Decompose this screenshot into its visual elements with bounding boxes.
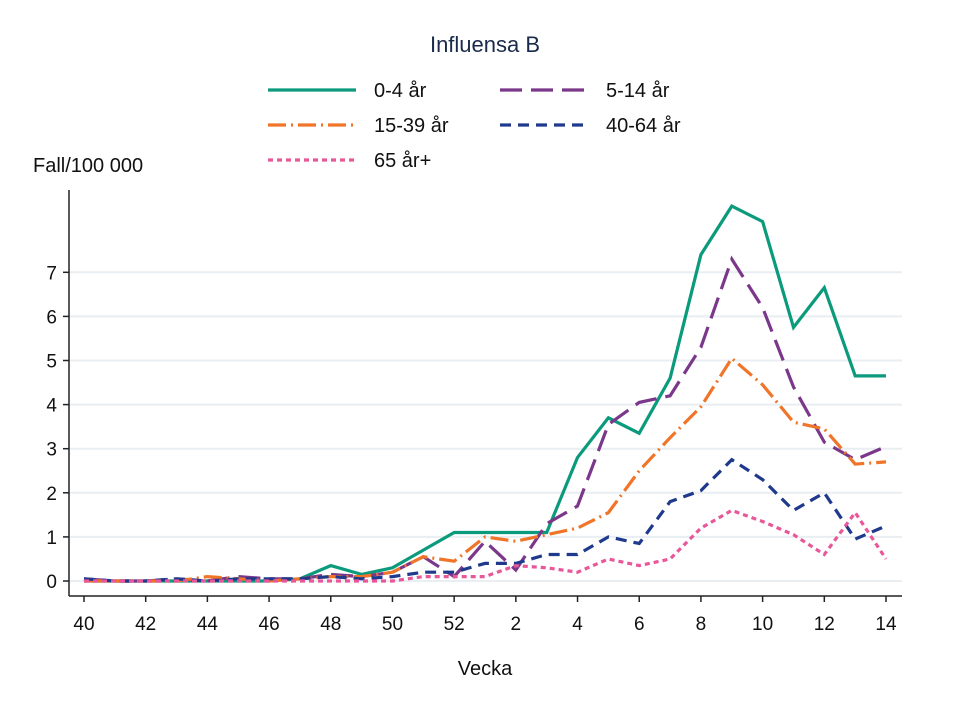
series-line-4 [84,508,888,583]
x-tick-label: 48 [320,614,341,635]
x-tick-label: 6 [634,614,645,635]
y-tick-label: 4 [46,396,57,417]
x-tick-label: 42 [135,614,156,635]
legend-label: 40-64 år [606,115,681,137]
series-line-0 [84,204,886,583]
y-axis-label: Fall/100 000 [33,155,143,177]
legend-label: 15-39 år [374,115,449,137]
x-tick-label: 14 [875,614,897,635]
x-tick-label: 46 [259,614,280,635]
x-tick-label: 2 [511,614,522,635]
x-tick-label: 12 [814,614,835,635]
x-tick-label: 44 [197,614,219,635]
legend-label: 5-14 år [606,80,670,102]
legend: 0-4 år 5-14 år 15-39 år 40-64 år 65 år+ [268,80,681,172]
y-tick-label: 2 [46,484,57,505]
series-line-3 [83,457,887,583]
series-line-2 [84,355,887,583]
y-tick-label: 0 [46,572,57,593]
x-tick-label: 10 [752,614,773,635]
y-tick-label: 5 [46,352,57,373]
chart-title: Influensa B [430,32,540,57]
x-tick-label: 4 [572,614,583,635]
legend-label: 0-4 år [374,80,427,102]
y-tick-label: 7 [46,263,57,284]
x-tick-label: 40 [73,614,94,635]
x-axis-label: Vecka [458,658,513,680]
legend-label: 65 år+ [374,150,431,172]
x-tick-label: 52 [444,614,465,635]
x-tick-label: 50 [382,614,403,635]
y-tick-label: 3 [46,440,57,461]
y-tick-label: 6 [46,307,57,328]
x-tick-label: 8 [696,614,707,635]
y-tick-label: 1 [46,528,57,549]
